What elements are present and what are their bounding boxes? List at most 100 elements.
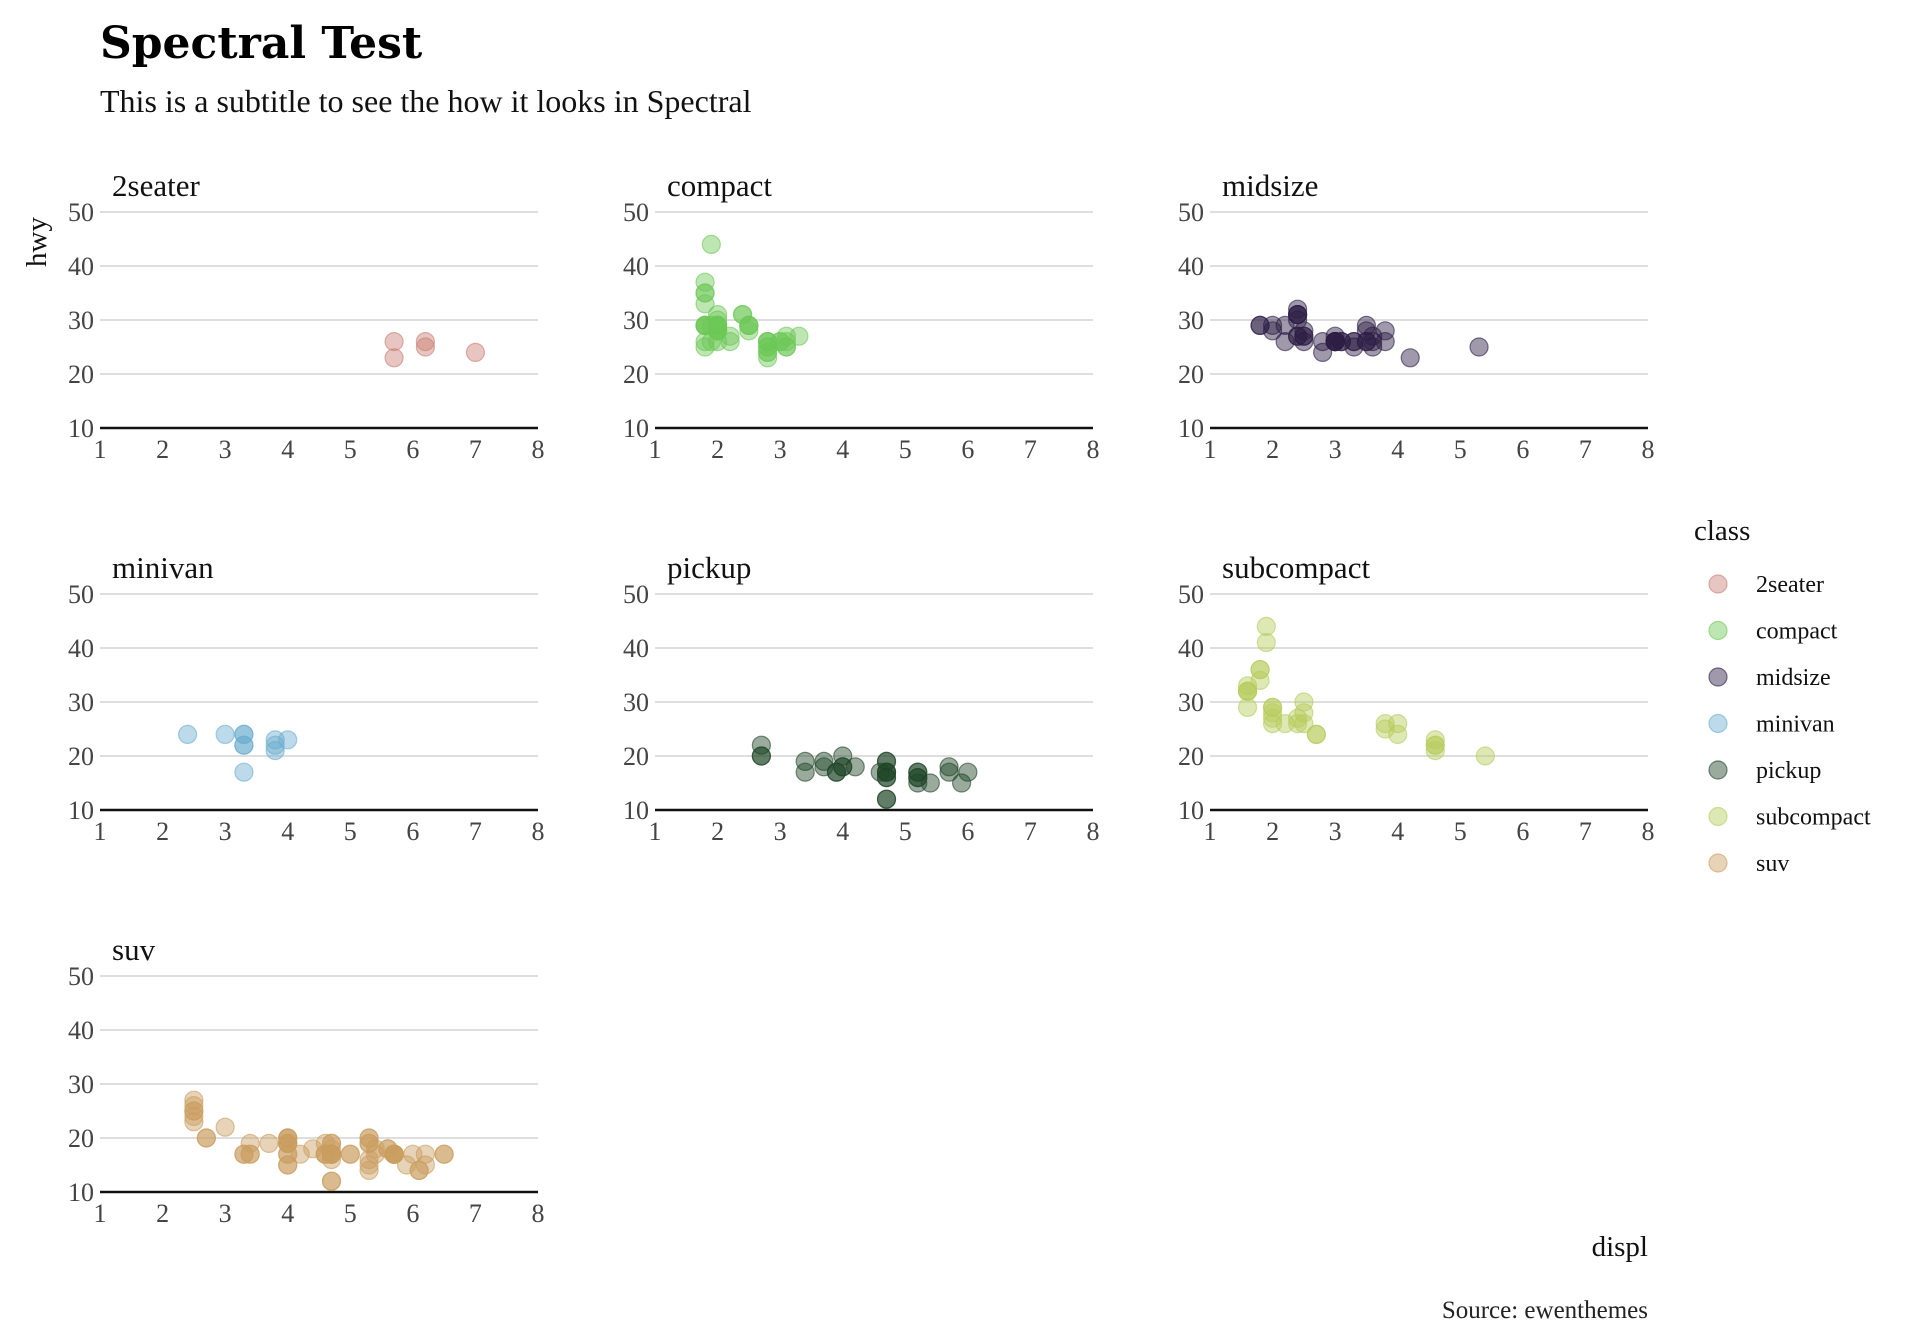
y-tick-label: 40 bbox=[623, 634, 649, 663]
facet-label: minivan bbox=[112, 550, 214, 585]
x-tick-label: 5 bbox=[1454, 435, 1467, 464]
x-tick-label: 1 bbox=[94, 817, 107, 846]
x-tick-label: 4 bbox=[281, 817, 294, 846]
legend-key bbox=[1709, 622, 1727, 640]
x-tick-label: 2 bbox=[156, 435, 169, 464]
x-tick-label: 1 bbox=[649, 817, 662, 846]
x-tick-label: 3 bbox=[1329, 435, 1342, 464]
data-point bbox=[1257, 634, 1275, 652]
x-tick-label: 5 bbox=[344, 1199, 357, 1228]
data-point bbox=[1476, 747, 1494, 765]
x-tick-label: 2 bbox=[711, 435, 724, 464]
data-point bbox=[1426, 736, 1444, 754]
data-point bbox=[235, 763, 253, 781]
legend-key bbox=[1709, 668, 1727, 686]
x-tick-label: 1 bbox=[649, 435, 662, 464]
data-point bbox=[185, 1097, 203, 1115]
x-tick-label: 6 bbox=[1516, 435, 1529, 464]
data-point bbox=[740, 316, 758, 334]
y-tick-label: 50 bbox=[1178, 198, 1204, 227]
x-tick-label: 7 bbox=[1579, 817, 1592, 846]
data-point bbox=[360, 1161, 378, 1179]
y-tick-label: 10 bbox=[1178, 414, 1204, 443]
legend-key bbox=[1709, 808, 1727, 826]
y-tick-label: 30 bbox=[68, 1070, 94, 1099]
x-tick-label: 6 bbox=[1516, 817, 1529, 846]
y-tick-label: 50 bbox=[1178, 580, 1204, 609]
facet-label: pickup bbox=[667, 550, 751, 585]
x-tick-label: 8 bbox=[1087, 435, 1100, 464]
legend-label: suv bbox=[1756, 851, 1789, 877]
x-tick-label: 1 bbox=[1204, 435, 1217, 464]
y-tick-label: 10 bbox=[68, 1178, 94, 1207]
data-point bbox=[416, 1145, 434, 1163]
x-tick-label: 6 bbox=[406, 1199, 419, 1228]
x-tick-label: 2 bbox=[1266, 817, 1279, 846]
data-point bbox=[1307, 725, 1325, 743]
y-tick-label: 10 bbox=[68, 414, 94, 443]
facet-label: compact bbox=[667, 168, 772, 203]
y-tick-label: 40 bbox=[68, 634, 94, 663]
legend-item-pickup: pickup bbox=[1709, 758, 1821, 784]
y-tick-label: 50 bbox=[68, 198, 94, 227]
data-point bbox=[435, 1145, 453, 1163]
x-tick-label: 8 bbox=[532, 435, 545, 464]
data-point bbox=[216, 1118, 234, 1136]
data-point bbox=[1289, 306, 1307, 324]
data-point bbox=[279, 1156, 297, 1174]
legend-key bbox=[1709, 715, 1727, 733]
data-point bbox=[216, 725, 234, 743]
x-axis-title: displ bbox=[1592, 1231, 1648, 1263]
data-point bbox=[316, 1134, 334, 1152]
x-tick-label: 7 bbox=[469, 435, 482, 464]
data-point bbox=[398, 1156, 416, 1174]
data-point bbox=[1389, 725, 1407, 743]
data-point bbox=[878, 790, 896, 808]
x-tick-label: 5 bbox=[344, 817, 357, 846]
legend-label: minivan bbox=[1756, 712, 1835, 738]
chart-subtitle: This is a subtitle to see the how it loo… bbox=[100, 83, 752, 119]
facet-panel-midsize: midsize10203040501 2 3 4 5 6 7 8 bbox=[1178, 168, 1655, 464]
data-point bbox=[179, 725, 197, 743]
y-tick-label: 20 bbox=[1178, 742, 1204, 771]
data-point bbox=[385, 349, 403, 367]
x-tick-label: 6 bbox=[961, 435, 974, 464]
data-point bbox=[759, 333, 777, 351]
legend-item-midsize: midsize bbox=[1709, 665, 1831, 691]
data-point bbox=[752, 736, 770, 754]
x-tick-label: 4 bbox=[1391, 435, 1404, 464]
data-point bbox=[834, 758, 852, 776]
data-point bbox=[796, 752, 814, 770]
y-tick-label: 40 bbox=[1178, 634, 1204, 663]
y-tick-label: 10 bbox=[68, 796, 94, 825]
legend-label: pickup bbox=[1756, 758, 1821, 784]
legend-label: midsize bbox=[1756, 665, 1831, 691]
legend-label: compact bbox=[1756, 619, 1838, 645]
facet-label: 2seater bbox=[112, 168, 200, 203]
data-point bbox=[1470, 338, 1488, 356]
y-tick-label: 20 bbox=[68, 742, 94, 771]
data-point bbox=[702, 235, 720, 253]
legend-item-2seater: 2seater bbox=[1709, 572, 1824, 598]
y-tick-label: 50 bbox=[68, 580, 94, 609]
facet-panel-subcompact: subcompact10203040501 2 3 4 5 6 7 8 bbox=[1178, 550, 1655, 846]
y-tick-label: 30 bbox=[68, 688, 94, 717]
x-tick-label: 8 bbox=[532, 1199, 545, 1228]
data-point bbox=[1326, 333, 1344, 351]
legend-item-compact: compact bbox=[1709, 619, 1838, 645]
x-tick-label: 6 bbox=[406, 435, 419, 464]
legend-title: class bbox=[1694, 515, 1750, 547]
data-point bbox=[1251, 661, 1269, 679]
y-tick-label: 30 bbox=[623, 688, 649, 717]
data-point bbox=[341, 1145, 359, 1163]
legend: class 2seater compact midsize minivan pickup… bbox=[1694, 515, 1871, 877]
data-point bbox=[709, 322, 727, 340]
data-point bbox=[1239, 698, 1257, 716]
y-tick-label: 30 bbox=[1178, 688, 1204, 717]
y-tick-label: 40 bbox=[623, 252, 649, 281]
x-tick-label: 7 bbox=[1024, 817, 1037, 846]
facet-panel-compact: compact10203040501 2 3 4 5 6 7 8 bbox=[623, 168, 1100, 464]
y-tick-label: 10 bbox=[623, 414, 649, 443]
legend-item-minivan: minivan bbox=[1709, 712, 1835, 738]
